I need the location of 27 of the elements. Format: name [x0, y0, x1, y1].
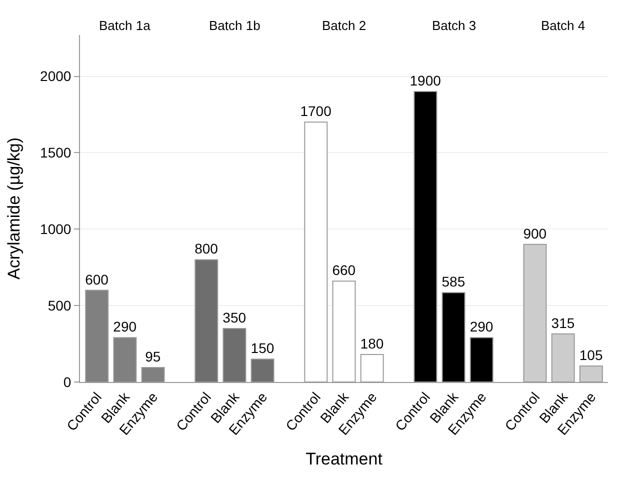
- data-label: 180: [360, 335, 384, 352]
- x-axis-title: Treatment: [306, 449, 383, 468]
- y-axis-title: Acrylamide (µg/kg): [4, 137, 24, 280]
- y-tick-label: 0: [63, 374, 72, 390]
- data-label: 105: [579, 346, 603, 363]
- data-label: 800: [194, 240, 218, 257]
- y-tick-label: 500: [48, 297, 72, 314]
- data-label: 1900: [410, 72, 442, 89]
- y-tick-label: 1000: [40, 221, 72, 238]
- data-label: 150: [250, 340, 274, 356]
- data-label: 585: [442, 274, 466, 290]
- data-label: 290: [470, 318, 494, 335]
- data-label: 1700: [300, 103, 332, 120]
- data-label: 900: [523, 225, 547, 242]
- data-label: 95: [145, 348, 161, 364]
- data-label: 290: [113, 318, 137, 335]
- text: Batch 1b: [209, 18, 260, 33]
- data-label: 350: [222, 310, 246, 326]
- text: Batch 1a: [99, 18, 152, 33]
- data-label: 600: [85, 271, 109, 288]
- text: Batch 3: [432, 18, 476, 33]
- y-tick-label: 1500: [40, 144, 72, 161]
- text: Batch 2: [322, 18, 366, 33]
- text: Batch 4: [541, 18, 586, 33]
- y-tick-label: 2000: [40, 68, 72, 84]
- data-label: 660: [332, 262, 356, 278]
- data-label: 315: [551, 314, 575, 331]
